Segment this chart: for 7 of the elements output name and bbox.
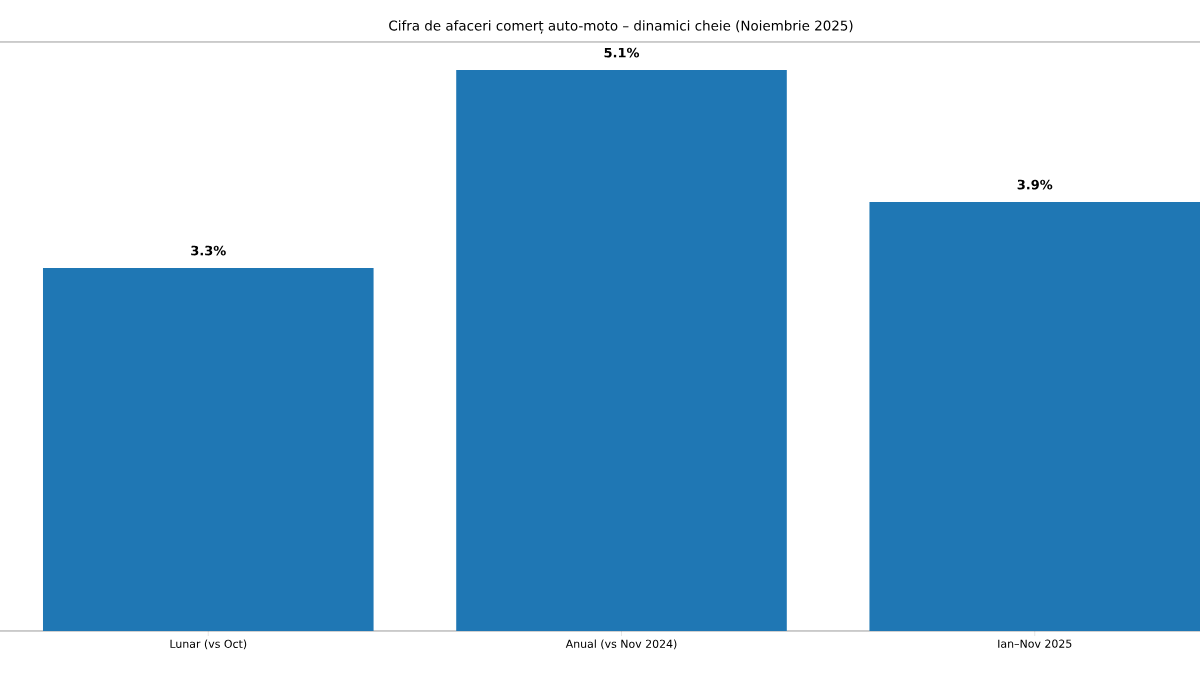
chart-title: Cifra de afaceri comerț auto-moto – dinamici cheie (Noiembrie 2025) bbox=[389, 20, 853, 34]
data-label: 3.9% bbox=[1017, 179, 1053, 190]
data-label: 3.3% bbox=[191, 245, 226, 256]
data-label: 5.1% bbox=[604, 47, 640, 58]
x-tick-label: Ian–Nov 2025 bbox=[998, 639, 1072, 648]
x-tick-label: Lunar (vs Oct) bbox=[170, 639, 247, 650]
x-tick-label: Anual (vs Nov 2024) bbox=[565, 639, 677, 650]
